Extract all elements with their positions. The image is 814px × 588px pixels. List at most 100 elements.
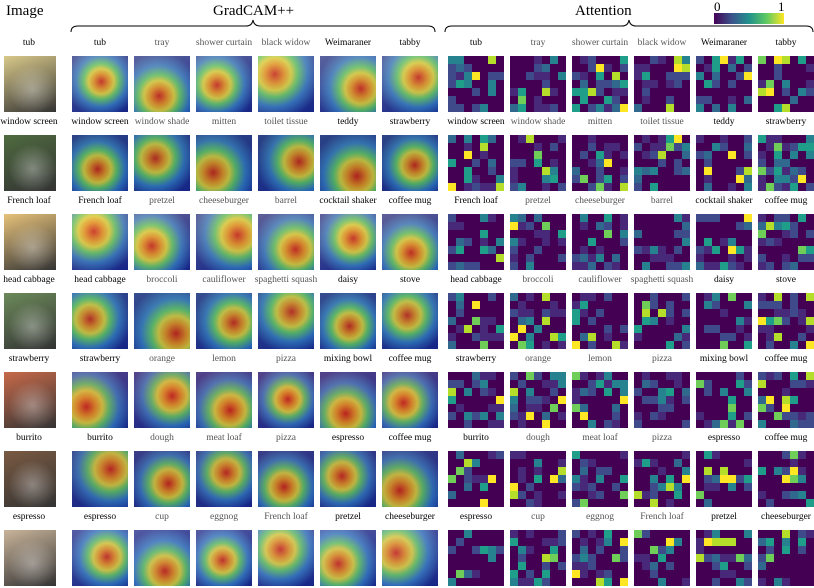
image-overlay: [196, 530, 252, 586]
attention-cell: [728, 491, 736, 499]
attention-cell: [488, 491, 496, 499]
attention-cell: [448, 309, 456, 317]
attention-cell: [766, 546, 774, 554]
attention-cell: [666, 317, 674, 325]
attention-cell: [488, 72, 496, 80]
attention-cell: [696, 546, 704, 554]
attention-cell: [696, 372, 704, 380]
attention-cell: [496, 483, 504, 491]
attention-cell: [666, 88, 674, 96]
attention-cell: [604, 246, 612, 254]
attention-cell: [488, 135, 496, 143]
gradcam-heatmap: [196, 372, 252, 428]
attention-cell: [496, 262, 504, 270]
attention-cell: [480, 459, 488, 467]
attention-cell: [720, 214, 728, 222]
attention-cell: [758, 546, 766, 554]
attention-cell: [558, 420, 566, 428]
attention-cell: [550, 317, 558, 325]
attention-cell: [806, 301, 814, 309]
attention-cell: [588, 167, 596, 175]
attention-cell: [720, 562, 728, 570]
attention-cell: [696, 72, 704, 80]
attention-cell: [480, 467, 488, 475]
attention-cell: [510, 230, 518, 238]
attention-cell: [766, 183, 774, 191]
image-overlay: [134, 451, 190, 507]
attention-cell: [448, 293, 456, 301]
attention-cell: [806, 80, 814, 88]
attention-cell: [572, 530, 580, 538]
attention-cell: [526, 372, 534, 380]
attention-cell: [666, 301, 674, 309]
attention-cell: [766, 246, 774, 254]
attention-cell: [550, 96, 558, 104]
attention-cell: [682, 325, 690, 333]
attention-cell: [728, 396, 736, 404]
attention-cell: [488, 143, 496, 151]
attention-cell: [696, 341, 704, 349]
attention-cell: [634, 96, 642, 104]
attention-cell: [712, 483, 720, 491]
attention-map: [572, 530, 628, 586]
attention-cell: [712, 88, 720, 96]
attention-cell: [774, 380, 782, 388]
attention-cell: [456, 246, 464, 254]
attention-cell: [620, 88, 628, 96]
attention-cell: [642, 143, 650, 151]
attention-cell: [696, 570, 704, 578]
attention-cell: [736, 301, 744, 309]
attention-cell: [712, 238, 720, 246]
attention-cell: [550, 372, 558, 380]
attention-cell: [588, 404, 596, 412]
attention-cell: [758, 459, 766, 467]
attention-cell: [534, 372, 542, 380]
attention-cell: [728, 459, 736, 467]
attention-cell: [534, 530, 542, 538]
attention-cell: [596, 301, 604, 309]
attention-cell: [798, 380, 806, 388]
attention-cell: [588, 159, 596, 167]
attention-cell: [712, 380, 720, 388]
attention-cell: [558, 412, 566, 420]
attention-cell: [696, 562, 704, 570]
attention-cell: [766, 396, 774, 404]
gradcam-class-label: espresso: [83, 512, 117, 522]
attention-cell: [728, 325, 736, 333]
attention-cell: [588, 254, 596, 262]
attention-cell: [658, 459, 666, 467]
attention-cell: [620, 151, 628, 159]
attention-cell: [720, 404, 728, 412]
attention-cell: [588, 238, 596, 246]
attention-cell: [790, 262, 798, 270]
attention-cell: [620, 159, 628, 167]
attention-cell: [634, 483, 642, 491]
attention-cell: [620, 530, 628, 538]
attention-cell: [790, 80, 798, 88]
attention-cell: [572, 56, 580, 64]
attention-class-label: dough: [526, 433, 550, 443]
attention-cell: [806, 64, 814, 72]
attention-cell: [620, 570, 628, 578]
image-overlay: [196, 214, 252, 270]
attention-cell: [674, 88, 682, 96]
attention-cell: [596, 380, 604, 388]
attention-cell: [696, 475, 704, 483]
attention-cell: [542, 143, 550, 151]
attention-cell: [674, 538, 682, 546]
attention-cell: [658, 151, 666, 159]
attention-cell: [798, 317, 806, 325]
attention-cell: [720, 246, 728, 254]
attention-cell: [572, 420, 580, 428]
attention-cell: [720, 96, 728, 104]
attention-cell: [456, 238, 464, 246]
attention-cell: [806, 88, 814, 96]
attention-map: [572, 135, 628, 191]
attention-cell: [472, 475, 480, 483]
attention-cell: [588, 570, 596, 578]
attention-cell: [456, 459, 464, 467]
attention-cell: [534, 404, 542, 412]
attention-cell: [526, 341, 534, 349]
gradcam-heatmap: [134, 451, 190, 507]
attention-cell: [588, 80, 596, 88]
